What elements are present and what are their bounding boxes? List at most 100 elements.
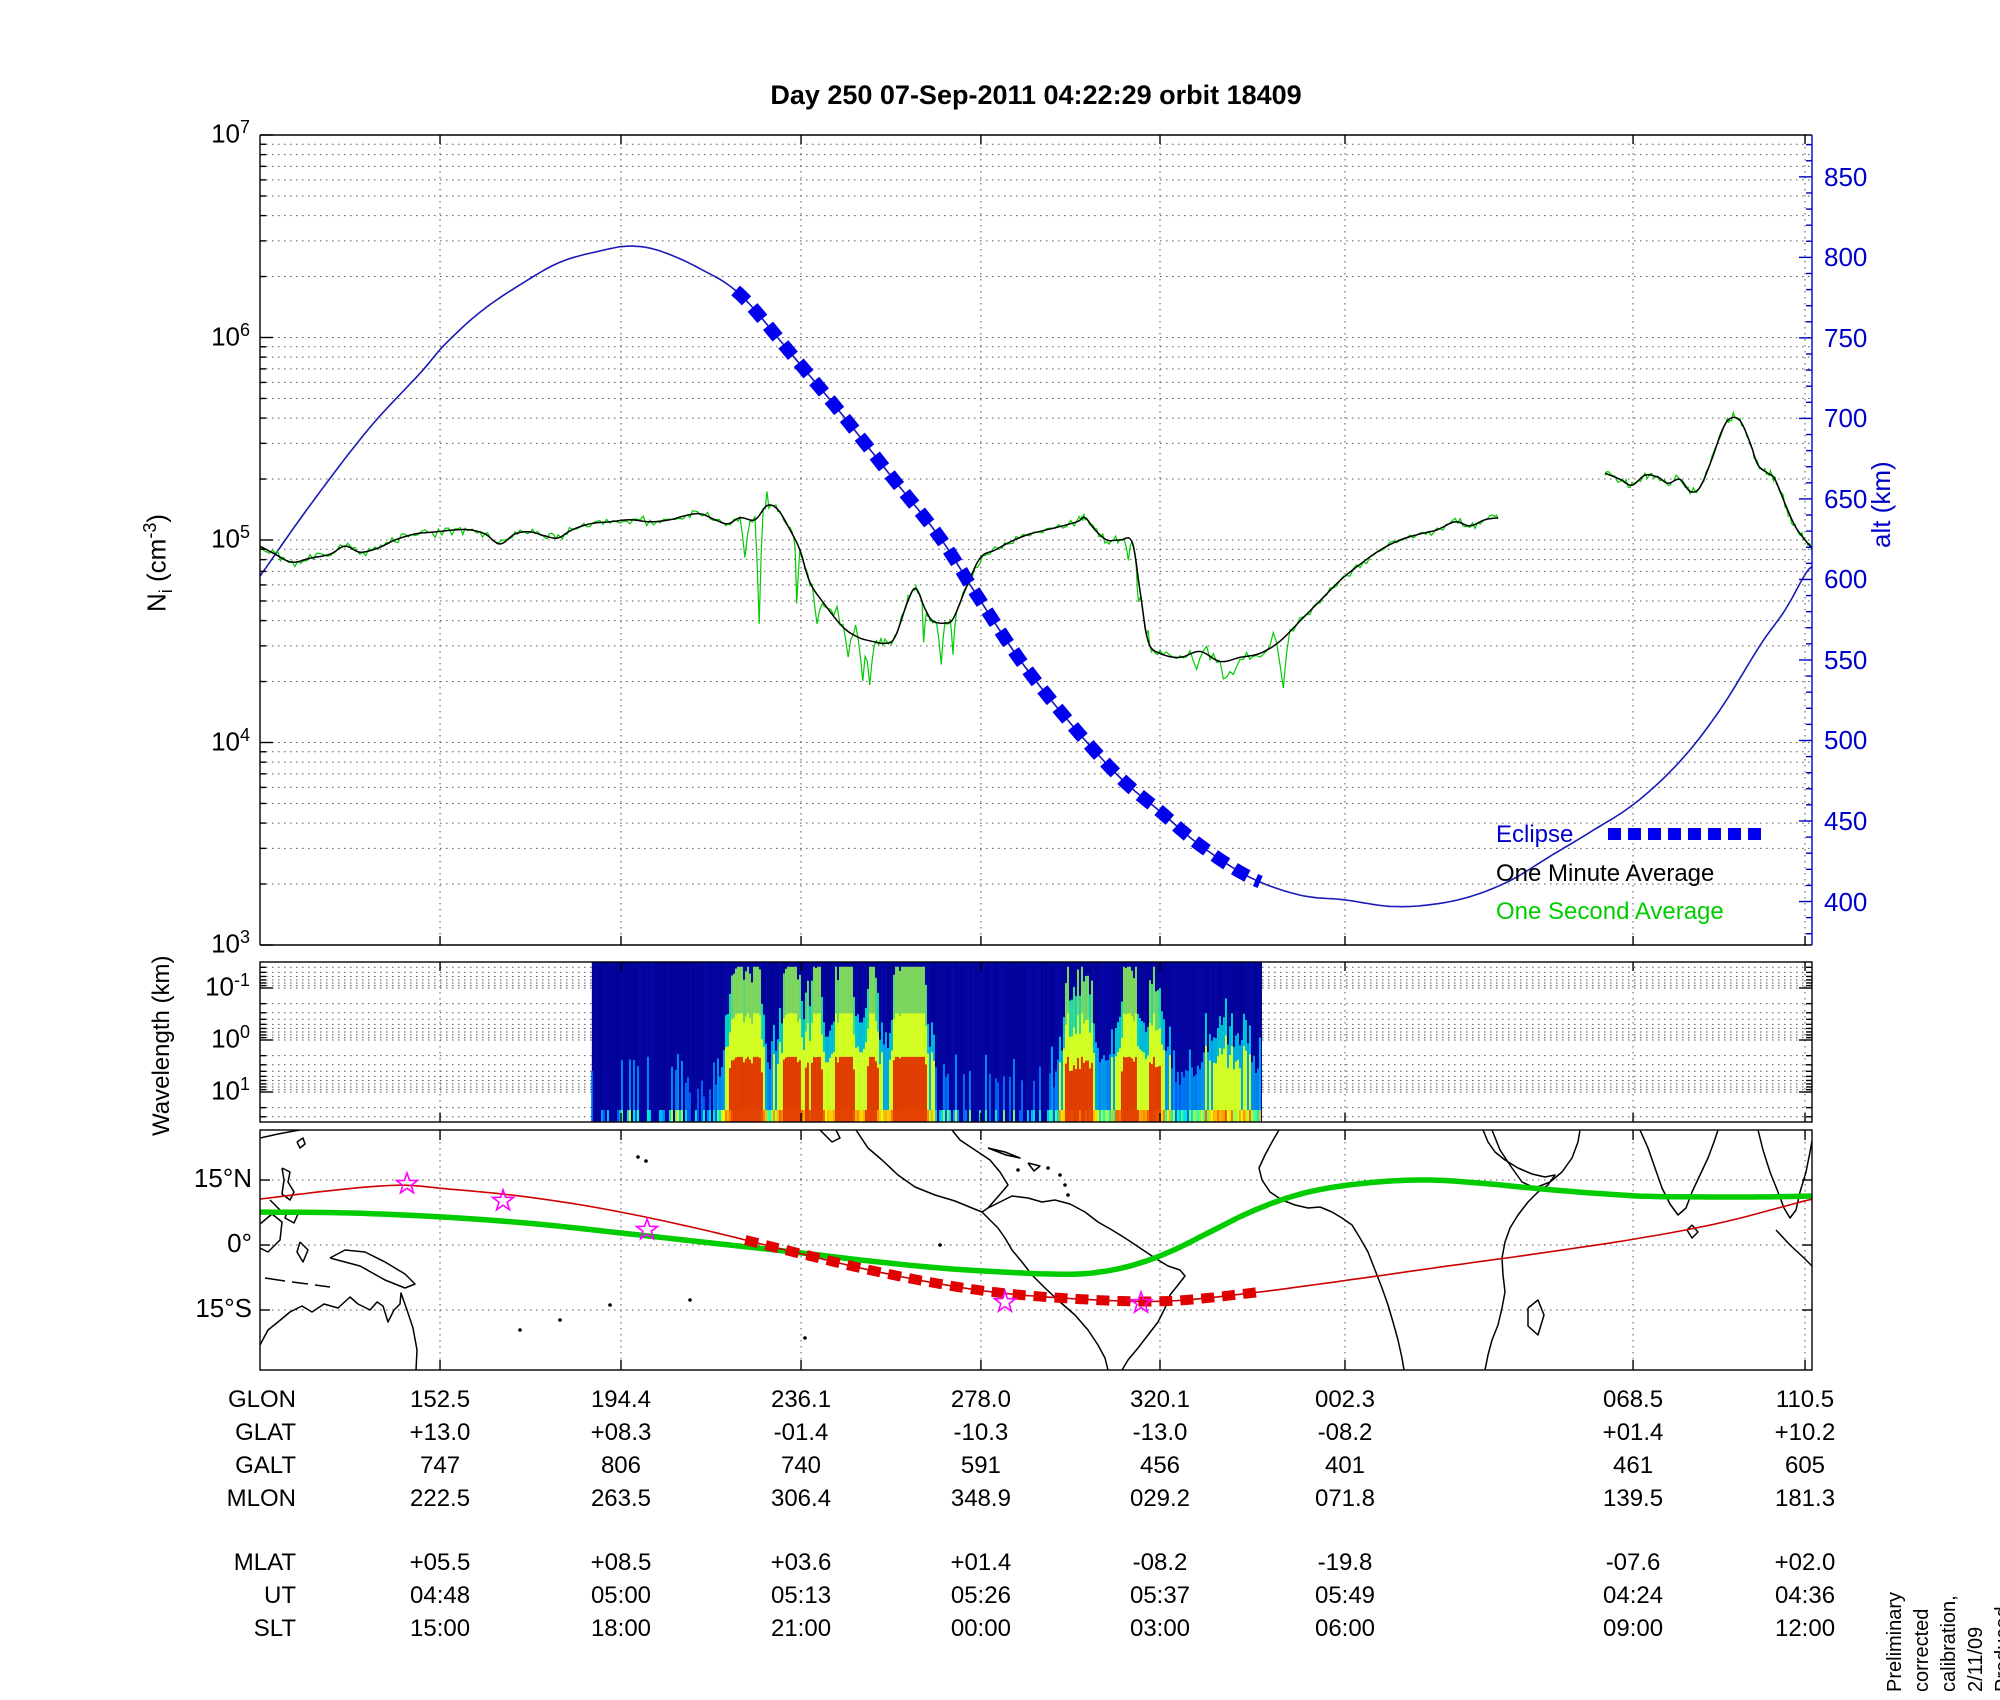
alt-tick-label: 500 <box>1824 725 1868 756</box>
coastline <box>269 1199 281 1211</box>
coastline <box>1027 1162 1041 1172</box>
one-minute-average-line <box>259 504 1499 663</box>
spectrogram-panel <box>259 961 1813 1123</box>
wavelength-tick-label: 100 <box>211 1021 250 1054</box>
table-cell-slt-1: 18:00 <box>590 1615 652 1642</box>
table-cell-mlat-1: +08.5 <box>590 1549 652 1576</box>
coastline <box>1775 1229 1812 1267</box>
table-cell-ut-7: 04:36 <box>1774 1582 1836 1609</box>
table-row-label-slt: SLT <box>253 1615 296 1642</box>
island-dot <box>1063 1183 1067 1187</box>
island-dot <box>803 1336 807 1340</box>
ni-tick-label: 106 <box>211 319 250 352</box>
alt-tick-label: 700 <box>1824 403 1868 434</box>
table-cell-mlat-0: +05.5 <box>409 1549 471 1576</box>
alt-tick-label: 550 <box>1824 644 1868 675</box>
ni-axis-label-sup: -3 <box>140 522 160 539</box>
table-cell-ut-6: 04:24 <box>1603 1582 1664 1609</box>
table-cell-glat-3: -10.3 <box>953 1419 1009 1446</box>
hour-marker-star <box>1128 1289 1154 1314</box>
hour-marker-star <box>490 1187 516 1212</box>
table-row-label-mlon: MLON <box>226 1485 296 1512</box>
table-cell-galt-5: 401 <box>1324 1452 1366 1479</box>
map-panel <box>259 1129 1813 1371</box>
table-cell-ut-4: 05:37 <box>1129 1582 1191 1609</box>
coastline <box>819 1130 841 1143</box>
island-dot <box>518 1328 522 1332</box>
island-dot <box>1058 1173 1062 1177</box>
side-note-calibration: Preliminary corrected calibration, 2/11/… <box>1884 1591 1987 1692</box>
map-lat-label-15s: 15°S <box>195 1293 252 1323</box>
island-dot <box>644 1159 648 1163</box>
table-cell-galt-2: 740 <box>780 1452 822 1479</box>
table-cell-glon-3: 278.0 <box>950 1386 1011 1413</box>
table-cell-mlon-2: 306.4 <box>770 1485 832 1512</box>
table-cell-ut-1: 05:00 <box>590 1582 652 1609</box>
legend-eclipse-label: Eclipse <box>1496 821 1574 848</box>
coastline <box>855 1130 1009 1213</box>
table-cell-mlon-7: 181.3 <box>1774 1485 1836 1512</box>
table-cell-glon-6: 068.5 <box>1603 1386 1664 1413</box>
table-cell-mlat-4: -08.2 <box>1132 1549 1188 1576</box>
table-cell-galt-4: 456 <box>1139 1452 1181 1479</box>
coastline <box>1491 1130 1581 1189</box>
island-dot <box>1046 1166 1050 1170</box>
table-cell-ut-0: 04:48 <box>410 1582 471 1609</box>
coastline <box>987 1147 1021 1159</box>
ground-track-eclipse-dashes <box>744 1235 1260 1307</box>
magnetic-equator-line <box>260 1177 1812 1277</box>
table-cell-galt-7: 605 <box>1784 1452 1826 1479</box>
island-dot <box>688 1298 692 1302</box>
table-row-label-ut: UT <box>264 1582 296 1609</box>
table-cell-slt-3: 00:00 <box>950 1615 1011 1642</box>
one-minute-average-line <box>1604 416 1813 549</box>
table-cell-slt-2: 21:00 <box>770 1615 832 1642</box>
table-cell-glon-5: 002.3 <box>1314 1386 1376 1413</box>
table-cell-slt-6: 09:00 <box>1603 1615 1664 1642</box>
coastline <box>1482 1130 1556 1370</box>
table-cell-glat-0: +13.0 <box>409 1419 471 1446</box>
table-cell-mlat-5: -19.8 <box>1317 1549 1373 1576</box>
ni-tick-label: 105 <box>211 522 250 554</box>
ni-axis-label-base: N <box>141 593 172 612</box>
alt-tick-label: 650 <box>1824 483 1868 514</box>
coastline <box>260 1213 283 1253</box>
hour-marker-star <box>394 1170 420 1195</box>
legend-one-minute-label: One Minute Average <box>1496 860 1715 887</box>
table-cell-galt-1: 806 <box>600 1452 641 1479</box>
table-cell-glat-5: -08.2 <box>1317 1419 1373 1446</box>
coastline <box>296 1137 306 1149</box>
coastline <box>1757 1130 1812 1219</box>
coastline <box>291 1281 309 1285</box>
table-cell-slt-5: 06:00 <box>1314 1615 1376 1642</box>
table-cell-glat-4: -13.0 <box>1132 1419 1188 1446</box>
table-cell-mlon-0: 222.5 <box>410 1485 471 1512</box>
table-cell-glon-0: 152.5 <box>410 1386 471 1413</box>
table-cell-glon-2: 236.1 <box>770 1386 832 1413</box>
table-cell-slt-7: 12:00 <box>1774 1615 1836 1642</box>
island-dot <box>1016 1168 1020 1172</box>
alt-tick-label: 750 <box>1824 322 1868 353</box>
coastline <box>314 1284 331 1288</box>
one-second-average-line <box>259 491 1499 688</box>
legend-one-second-label: One Second Average <box>1496 898 1724 925</box>
coastline <box>264 1277 286 1282</box>
island-dot <box>1066 1193 1070 1197</box>
alt-tick-label: 600 <box>1824 564 1868 595</box>
table-cell-glon-7: 110.5 <box>1775 1386 1835 1413</box>
island-dot <box>558 1318 562 1322</box>
coastline <box>987 1195 1186 1370</box>
alt-axis-label: alt (km) <box>1866 461 1896 548</box>
table-cell-mlat-7: +02.0 <box>1774 1549 1836 1576</box>
table-cell-galt-6: 461 <box>1613 1452 1654 1479</box>
alt-tick-label: 450 <box>1824 806 1868 836</box>
side-notes: Preliminary corrected calibration, 2/11/… <box>1882 1574 2000 1692</box>
table-cell-slt-4: 03:00 <box>1129 1615 1191 1642</box>
ni-tick-label: 107 <box>211 117 250 149</box>
ground-track-line <box>260 1184 1812 1303</box>
table-cell-glon-1: 194.4 <box>590 1386 652 1413</box>
map-content <box>260 1130 1812 1370</box>
table-cell-glat-2: -01.4 <box>773 1419 829 1446</box>
eclipse-dashed-curve <box>731 285 1263 888</box>
coastline <box>1686 1224 1699 1239</box>
